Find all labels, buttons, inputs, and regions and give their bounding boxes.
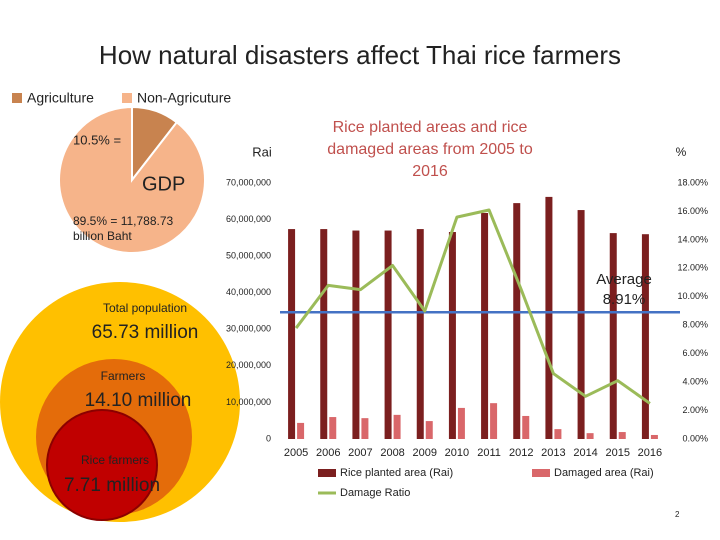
bar (554, 429, 562, 439)
y2-tick-label: 4.00% (682, 376, 708, 386)
bar (609, 233, 617, 439)
bar (297, 422, 305, 439)
x-tick-label: 2007 (348, 447, 372, 459)
population-value: 65.73 million (92, 322, 199, 343)
y-tick-label: 50,000,000 (226, 251, 271, 261)
y-tick-label: 70,000,000 (226, 177, 271, 187)
x-tick-label: 2010 (445, 447, 469, 459)
x-tick-label: 2015 (606, 447, 630, 459)
y-tick-label: 30,000,000 (226, 324, 271, 334)
legend-label: Non-Agricuture (137, 90, 231, 106)
x-tick-label: 2012 (509, 447, 533, 459)
bar (513, 203, 521, 439)
legend-label: Rice planted area (Rai) (340, 467, 453, 479)
bar (416, 229, 424, 439)
x-tick-label: 2014 (573, 447, 597, 459)
y2-tick-label: 0.00% (682, 433, 708, 443)
slide-title: How natural disasters affect Thai rice f… (99, 40, 621, 70)
rice-farmers-label: Rice farmers (81, 453, 149, 467)
legend-label: Agriculture (27, 90, 94, 106)
page-number: 2 (675, 510, 680, 519)
y-tick-label: 10,000,000 (226, 397, 271, 407)
y2-tick-label: 10.00% (677, 291, 708, 301)
bar (481, 212, 489, 439)
reference-value: 8.91% (603, 291, 646, 308)
farmers-label: Farmers (101, 369, 146, 383)
bar (320, 229, 328, 439)
bar (329, 417, 337, 439)
legend-swatch (318, 469, 336, 477)
pie-annotation: 89.5% = 11,788.73 billion Baht (73, 214, 174, 243)
bar (352, 230, 360, 439)
bar (586, 433, 594, 439)
legend-swatch (12, 93, 22, 103)
x-tick-label: 2006 (316, 447, 340, 459)
y-axis-label: Rai (252, 144, 272, 159)
bar (545, 196, 553, 439)
y-tick-label: 20,000,000 (226, 360, 271, 370)
y2-tick-label: 18.00% (677, 177, 708, 187)
bar (288, 229, 296, 439)
bar (457, 407, 465, 439)
bar (393, 414, 401, 439)
legend-label: Damaged area (Rai) (554, 467, 654, 479)
y-tick-label: 40,000,000 (226, 287, 271, 297)
x-tick-label: 2013 (541, 447, 565, 459)
rice-farmers-circle (46, 409, 158, 521)
y2-tick-label: 14.00% (677, 234, 708, 244)
bar (448, 232, 456, 439)
bar (361, 418, 369, 439)
bar (618, 432, 626, 439)
pie-annotation: GDP (142, 173, 185, 195)
bar (650, 434, 658, 439)
x-tick-label: 2008 (380, 447, 404, 459)
bar (641, 234, 649, 439)
legend-swatch (122, 93, 132, 103)
line-series (294, 208, 651, 405)
y2-tick-label: 2.00% (682, 405, 708, 415)
bar (577, 210, 585, 439)
pie-slice (58, 105, 206, 254)
bar (522, 415, 530, 439)
farmers-value: 14.10 million (85, 390, 192, 411)
x-tick-label: 2011 (477, 447, 501, 459)
y-tick-label: 0 (266, 433, 271, 443)
legend-swatch (532, 469, 550, 477)
bar (490, 403, 498, 439)
x-tick-label: 2016 (638, 447, 662, 459)
y2-axis-label: % (676, 145, 687, 159)
y2-tick-label: 16.00% (677, 206, 708, 216)
chart-title: Rice planted areas and rice damaged area… (327, 119, 533, 180)
y2-tick-label: 8.00% (682, 320, 708, 330)
reference-label: Average (596, 271, 652, 288)
x-tick-label: 2009 (413, 447, 437, 459)
legend-label: Damage Ratio (340, 487, 410, 499)
x-tick-label: 2005 (284, 447, 308, 459)
bar (384, 230, 392, 439)
y-tick-label: 60,000,000 (226, 214, 271, 224)
y2-tick-label: 6.00% (682, 348, 708, 358)
y2-tick-label: 12.00% (677, 263, 708, 273)
pie-annotation: 10.5% = (73, 132, 121, 147)
bar (425, 421, 433, 439)
rice-farmers-value: 7.71 million (64, 475, 160, 496)
population-label: Total population (103, 301, 187, 315)
